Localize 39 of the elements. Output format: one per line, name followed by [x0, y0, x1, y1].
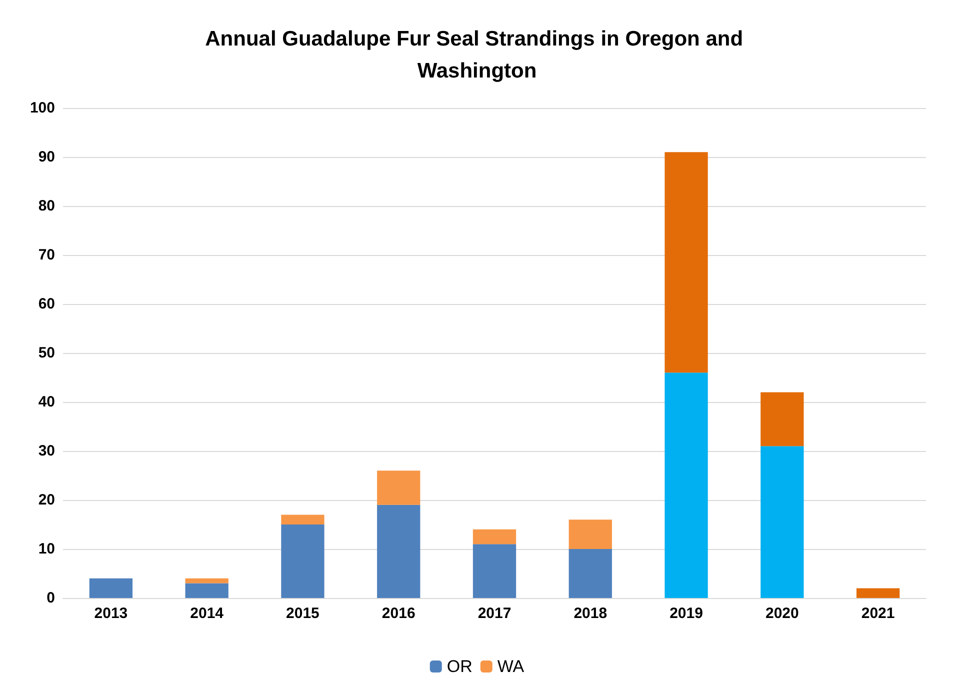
bar: [185, 583, 228, 598]
y-tick-label: 90: [38, 148, 55, 166]
x-tick-label: 2021: [861, 605, 895, 622]
x-tick-label: 2020: [765, 605, 799, 622]
bar: [185, 578, 228, 584]
bar: [568, 549, 612, 598]
bar: [760, 392, 804, 446]
y-tick-label: 70: [38, 246, 55, 264]
chart-title: Annual Guadalupe Fur Seal Strandings in Oregon and Washington: [205, 28, 749, 82]
y-tick-label: 60: [38, 296, 55, 312]
x-tick-label: 2016: [382, 605, 416, 622]
y-tick-label: 20: [38, 492, 55, 508]
bar: [664, 152, 708, 373]
y-tick-label: 80: [38, 198, 55, 214]
bar: [760, 446, 804, 598]
x-tick-label: 2015: [286, 605, 320, 622]
y-tick-label: 0: [46, 590, 55, 606]
x-tick-label: 2018: [574, 605, 608, 622]
bar: [472, 544, 516, 598]
x-tick-label: 2019: [670, 605, 703, 622]
bar: [281, 524, 324, 598]
legend-label: WA: [497, 657, 525, 676]
y-tick-label: 30: [38, 442, 55, 460]
x-tick-label: 2014: [190, 605, 224, 622]
y-tick-label: 50: [38, 344, 55, 362]
legend-label: OR: [446, 657, 472, 676]
x-tick-label: 2017: [478, 605, 512, 622]
y-tick-label: 40: [38, 394, 55, 410]
bar: [664, 372, 708, 598]
bar: [856, 588, 900, 598]
bar: [89, 578, 133, 598]
bar: [377, 470, 420, 505]
bar: [281, 514, 324, 524]
bar: [472, 529, 516, 544]
x-tick-label: 2013: [94, 605, 128, 622]
y-tick-label: 100: [30, 100, 55, 116]
bar: [377, 504, 420, 598]
y-tick-label: 10: [38, 540, 55, 558]
bar: [568, 520, 612, 549]
